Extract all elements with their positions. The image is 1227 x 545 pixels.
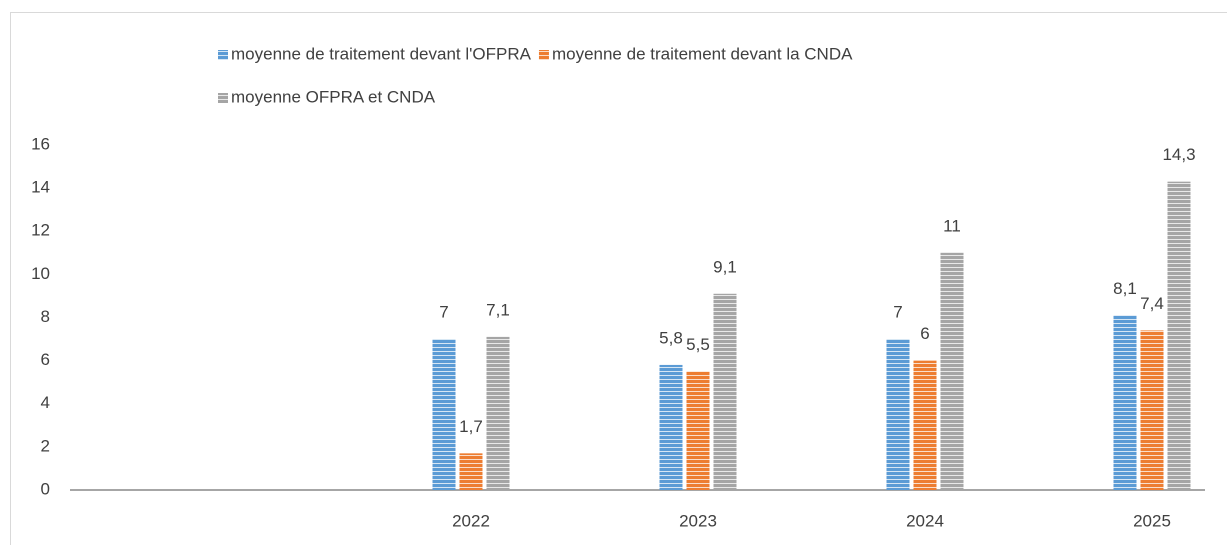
data-label: 5,8 xyxy=(659,328,683,347)
legend-swatch xyxy=(538,50,549,60)
bar xyxy=(1167,181,1191,490)
bar xyxy=(659,364,683,490)
data-label: 1,7 xyxy=(459,417,483,436)
data-label: 8,1 xyxy=(1113,279,1137,298)
y-tick-label: 0 xyxy=(41,479,50,498)
bar xyxy=(1113,315,1137,490)
data-label: 9,1 xyxy=(713,257,737,276)
bar xyxy=(686,371,710,490)
x-tick-label: 2024 xyxy=(906,511,944,530)
legend-label: moyenne OFPRA et CNDA xyxy=(231,87,436,106)
data-label: 7,4 xyxy=(1140,294,1164,313)
data-label: 6 xyxy=(920,324,929,343)
y-tick-label: 10 xyxy=(31,264,50,283)
legend-label: moyenne de traitement devant la CNDA xyxy=(552,44,853,63)
y-tick-label: 12 xyxy=(31,221,50,240)
bar xyxy=(713,293,737,490)
bar xyxy=(940,252,964,490)
y-tick-label: 16 xyxy=(31,134,50,153)
x-tick-label: 2022 xyxy=(452,511,490,530)
x-tick-label: 2023 xyxy=(679,511,717,530)
y-tick-label: 14 xyxy=(31,178,50,197)
bar xyxy=(886,339,910,490)
y-tick-label: 6 xyxy=(41,350,50,369)
y-tick-label: 2 xyxy=(41,436,50,455)
chart-border xyxy=(10,12,1227,545)
y-tick-label: 8 xyxy=(41,307,50,326)
data-label: 7 xyxy=(439,303,448,322)
legend-swatch xyxy=(218,50,228,60)
x-tick-label: 2025 xyxy=(1133,511,1171,530)
y-tick-label: 4 xyxy=(41,393,50,412)
bar xyxy=(913,360,937,490)
bar xyxy=(486,336,510,490)
data-label: 7 xyxy=(893,303,902,322)
bar xyxy=(432,339,456,490)
legend-swatch xyxy=(218,93,228,103)
data-label: 5,5 xyxy=(686,335,710,354)
data-label: 11 xyxy=(943,216,961,235)
data-label: 7,1 xyxy=(486,300,510,319)
bar xyxy=(1140,330,1164,490)
data-label: 14,3 xyxy=(1162,145,1195,164)
legend-label: moyenne de traitement devant l'OFPRA xyxy=(231,44,532,63)
bar xyxy=(459,453,483,490)
